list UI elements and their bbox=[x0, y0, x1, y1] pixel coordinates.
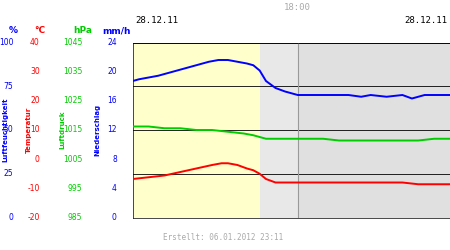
Text: 50: 50 bbox=[4, 126, 13, 134]
Text: 1005: 1005 bbox=[63, 155, 82, 164]
Text: Erstellt: 06.01.2012 23:11: Erstellt: 06.01.2012 23:11 bbox=[162, 234, 283, 242]
Text: mm/h: mm/h bbox=[103, 26, 131, 35]
Text: Niederschlag: Niederschlag bbox=[94, 104, 100, 156]
Text: -20: -20 bbox=[27, 213, 40, 222]
Text: 16: 16 bbox=[107, 96, 117, 105]
Text: 40: 40 bbox=[30, 38, 40, 47]
Text: 0: 0 bbox=[9, 213, 13, 222]
Text: 75: 75 bbox=[4, 82, 13, 91]
Text: %: % bbox=[9, 26, 18, 35]
Text: 20: 20 bbox=[30, 96, 40, 105]
Text: hPa: hPa bbox=[73, 26, 92, 35]
Text: 100: 100 bbox=[0, 38, 14, 47]
Text: 1035: 1035 bbox=[63, 67, 82, 76]
Bar bbox=[260, 42, 298, 218]
Text: 24: 24 bbox=[107, 38, 117, 47]
Text: Temperatur: Temperatur bbox=[26, 107, 32, 153]
Text: 20: 20 bbox=[107, 67, 117, 76]
Bar bbox=[133, 42, 260, 218]
Text: Luftdruck: Luftdruck bbox=[59, 111, 65, 149]
Text: 1045: 1045 bbox=[63, 38, 82, 47]
Text: -10: -10 bbox=[27, 184, 40, 193]
Text: 28.12.11: 28.12.11 bbox=[405, 16, 448, 25]
Text: 28.12.11: 28.12.11 bbox=[135, 16, 178, 25]
Text: 1025: 1025 bbox=[63, 96, 82, 105]
Text: 8: 8 bbox=[112, 155, 117, 164]
Text: 10: 10 bbox=[30, 126, 40, 134]
Text: 4: 4 bbox=[112, 184, 117, 193]
Text: 985: 985 bbox=[68, 213, 82, 222]
Text: 0: 0 bbox=[35, 155, 40, 164]
Text: 18:00: 18:00 bbox=[284, 4, 311, 13]
Text: Luftfeuchtigkeit: Luftfeuchtigkeit bbox=[2, 98, 8, 162]
Text: 25: 25 bbox=[4, 169, 13, 178]
Text: 12: 12 bbox=[107, 126, 117, 134]
Bar bbox=[298, 42, 450, 218]
Text: 995: 995 bbox=[68, 184, 82, 193]
Text: 30: 30 bbox=[30, 67, 40, 76]
Text: °C: °C bbox=[34, 26, 45, 35]
Text: 1015: 1015 bbox=[63, 126, 82, 134]
Text: 0: 0 bbox=[112, 213, 117, 222]
